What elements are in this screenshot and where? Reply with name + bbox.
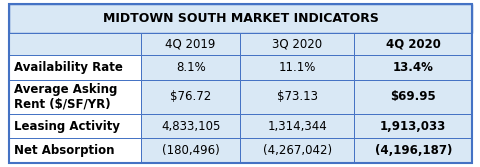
Bar: [353, 79, 471, 114]
Bar: [240, 55, 353, 79]
Text: 8.1%: 8.1%: [175, 61, 205, 74]
Bar: [141, 79, 240, 114]
Text: $73.13: $73.13: [276, 90, 317, 103]
Bar: [9, 114, 141, 138]
Bar: [141, 114, 240, 138]
Bar: [240, 138, 353, 163]
Bar: [9, 33, 141, 55]
Bar: [240, 114, 353, 138]
Text: 3Q 2020: 3Q 2020: [272, 38, 322, 51]
Bar: [353, 55, 471, 79]
Bar: [141, 55, 240, 79]
Bar: [9, 79, 141, 114]
Text: 1,314,344: 1,314,344: [267, 120, 326, 133]
Bar: [353, 33, 471, 55]
Bar: [9, 4, 471, 33]
Bar: [141, 138, 240, 163]
Text: 1,913,033: 1,913,033: [379, 120, 445, 133]
Bar: [9, 55, 141, 79]
Text: Leasing Activity: Leasing Activity: [14, 120, 120, 133]
Text: (4,267,042): (4,267,042): [262, 144, 331, 157]
Text: Average Asking
Rent ($/SF/YR): Average Asking Rent ($/SF/YR): [14, 83, 118, 111]
Text: 4Q 2019: 4Q 2019: [165, 38, 216, 51]
Bar: [240, 79, 353, 114]
Text: Availability Rate: Availability Rate: [14, 61, 123, 74]
Text: 4,833,105: 4,833,105: [161, 120, 220, 133]
Bar: [240, 33, 353, 55]
Bar: [9, 138, 141, 163]
Text: 11.1%: 11.1%: [278, 61, 315, 74]
Text: 13.4%: 13.4%: [392, 61, 433, 74]
Text: $76.72: $76.72: [169, 90, 211, 103]
Text: MIDTOWN SOUTH MARKET INDICATORS: MIDTOWN SOUTH MARKET INDICATORS: [102, 12, 378, 25]
Text: $69.95: $69.95: [390, 90, 435, 103]
Text: Net Absorption: Net Absorption: [14, 144, 115, 157]
Bar: [141, 33, 240, 55]
Bar: [353, 114, 471, 138]
Text: (180,496): (180,496): [161, 144, 219, 157]
Text: (4,196,187): (4,196,187): [374, 144, 451, 157]
Bar: [353, 138, 471, 163]
Text: 4Q 2020: 4Q 2020: [385, 38, 440, 51]
